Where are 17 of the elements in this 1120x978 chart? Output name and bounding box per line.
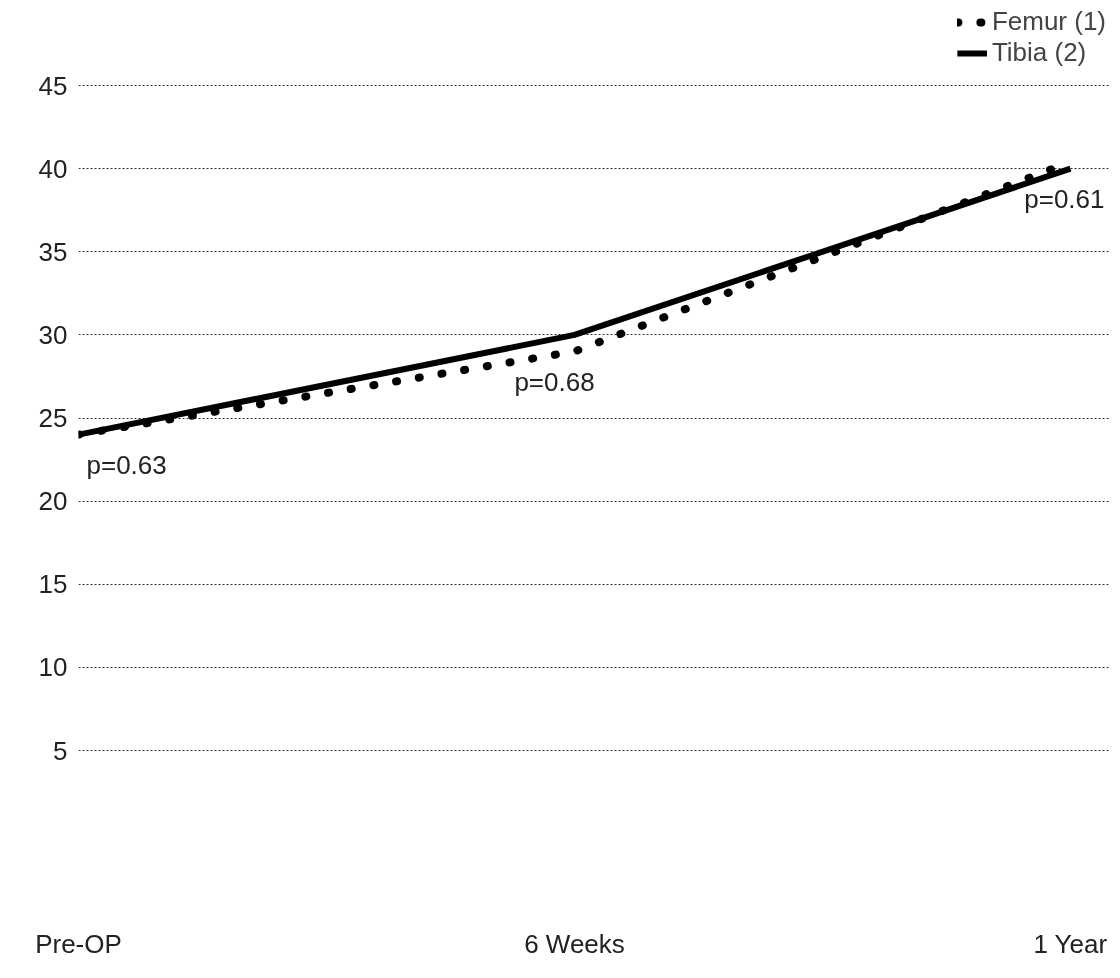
y-tick-label: 40	[38, 153, 68, 184]
annotation: p=0.68	[514, 366, 595, 397]
x-tick-label: 6 Weeks	[524, 928, 625, 959]
annotation: p=0.63	[86, 449, 167, 480]
y-tick-label: 35	[38, 236, 68, 267]
y-tick-label: 25	[38, 403, 68, 433]
y-tick-label: 45	[38, 70, 68, 101]
x-tick-label: Pre-OP	[35, 928, 122, 959]
legend-label: Femur (1)	[991, 6, 1106, 37]
y-tick-label: 20	[38, 486, 68, 517]
y-tick-label: 15	[38, 569, 68, 600]
y-tick-label: 5	[53, 735, 68, 766]
x-tick-label: 1 Year	[1033, 928, 1108, 959]
annotation: p=0.61	[1024, 183, 1105, 214]
y-tick-label: 10	[38, 652, 68, 683]
legend-label: Tibia (2)	[991, 37, 1087, 68]
y-tick-label: 30	[38, 319, 68, 350]
